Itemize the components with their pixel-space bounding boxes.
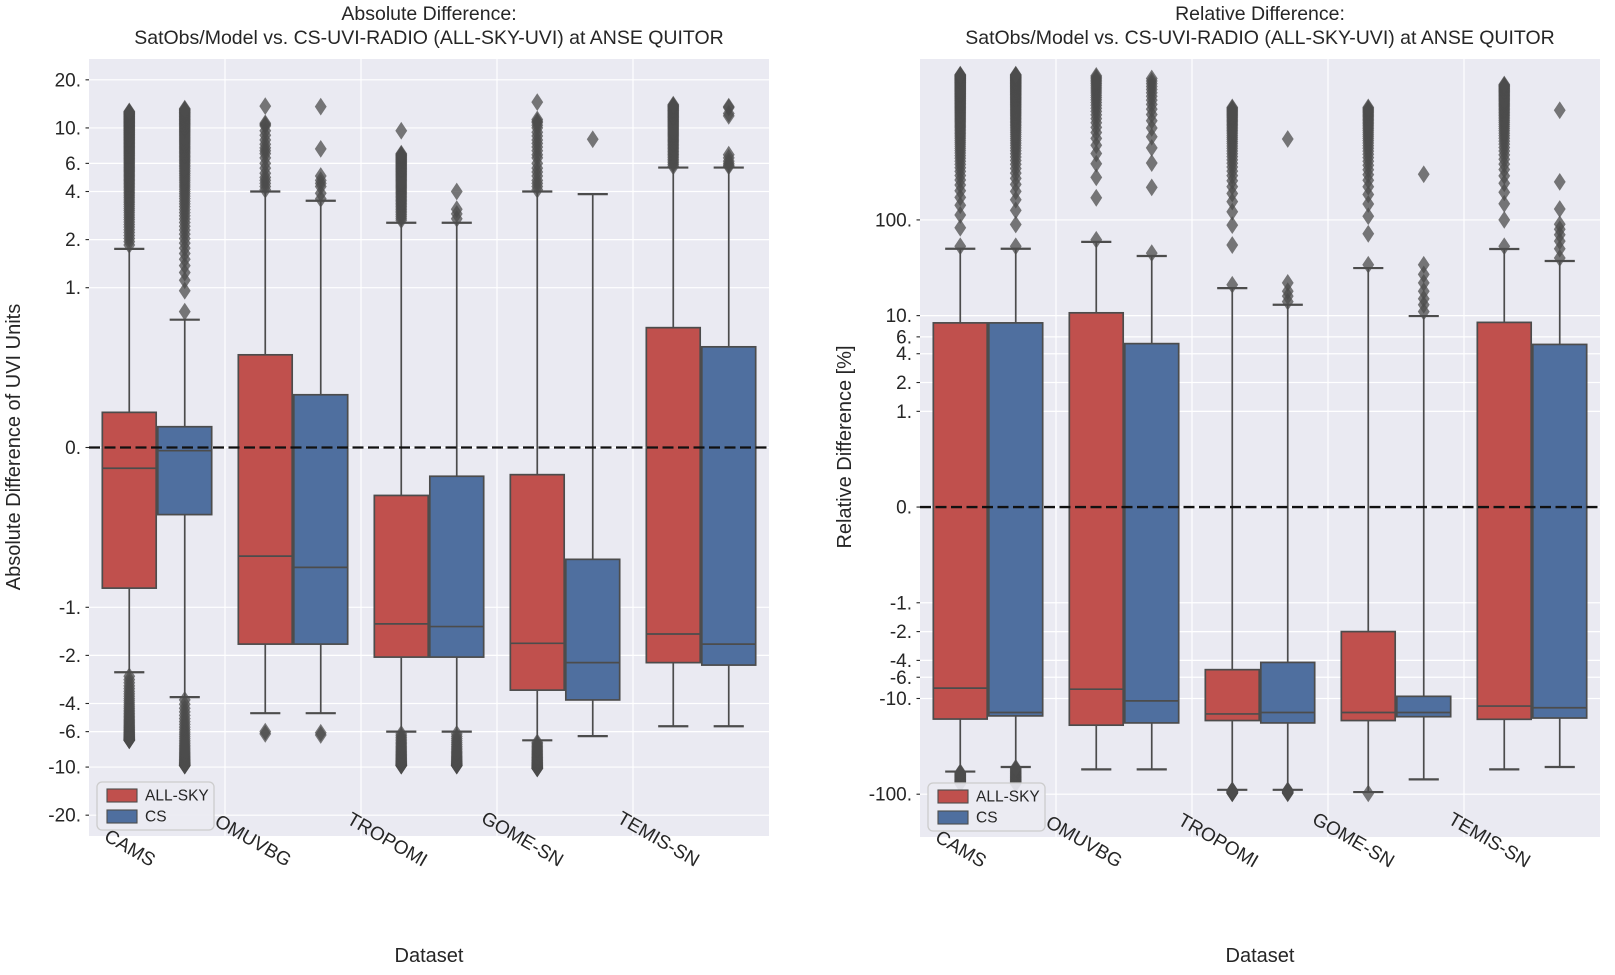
svg-text:100.: 100.: [875, 210, 912, 231]
svg-text:ALL-SKY: ALL-SKY: [145, 788, 209, 805]
svg-text:Dataset: Dataset: [395, 945, 464, 967]
svg-text:SatObs/Model vs. CS-UVI-RADIO: SatObs/Model vs. CS-UVI-RADIO (ALL-SKY-U…: [965, 27, 1555, 49]
svg-text:10.: 10.: [886, 306, 912, 327]
svg-text:4.: 4.: [65, 182, 81, 203]
svg-text:Relative Difference:: Relative Difference:: [1175, 3, 1345, 25]
svg-text:-20.: -20.: [48, 806, 81, 827]
svg-text:-6.: -6.: [890, 668, 912, 689]
svg-text:SatObs/Model vs. CS-UVI-RADIO: SatObs/Model vs. CS-UVI-RADIO (ALL-SKY-U…: [134, 27, 724, 49]
svg-text:6.: 6.: [65, 154, 81, 175]
svg-text:1.: 1.: [65, 278, 81, 299]
svg-text:-10.: -10.: [48, 758, 81, 779]
svg-text:-10.: -10.: [879, 689, 912, 710]
svg-text:Relative Difference [%]: Relative Difference [%]: [834, 345, 856, 548]
svg-text:-6.: -6.: [59, 722, 81, 743]
svg-text:2.: 2.: [896, 373, 912, 394]
svg-text:-1.: -1.: [890, 593, 912, 614]
svg-text:CS: CS: [976, 810, 998, 827]
svg-text:1.: 1.: [896, 402, 912, 423]
svg-text:-4.: -4.: [59, 694, 81, 715]
svg-text:Dataset: Dataset: [1226, 945, 1295, 967]
svg-text:-2.: -2.: [890, 622, 912, 643]
svg-text:0.: 0.: [896, 498, 912, 519]
svg-text:-1.: -1.: [59, 598, 81, 619]
svg-text:10.: 10.: [55, 118, 81, 139]
svg-text:ALL-SKY: ALL-SKY: [976, 789, 1040, 806]
svg-text:4.: 4.: [896, 344, 912, 365]
svg-text:-2.: -2.: [59, 646, 81, 667]
svg-text:20.: 20.: [55, 70, 81, 91]
svg-text:0.: 0.: [65, 438, 81, 459]
svg-text:Absolute Difference of UVI Uni: Absolute Difference of UVI Units: [3, 304, 25, 590]
svg-text:Absolute Difference:: Absolute Difference:: [341, 3, 516, 25]
svg-text:2.: 2.: [65, 230, 81, 251]
svg-text:-100.: -100.: [869, 785, 912, 806]
svg-text:CS: CS: [145, 809, 167, 826]
